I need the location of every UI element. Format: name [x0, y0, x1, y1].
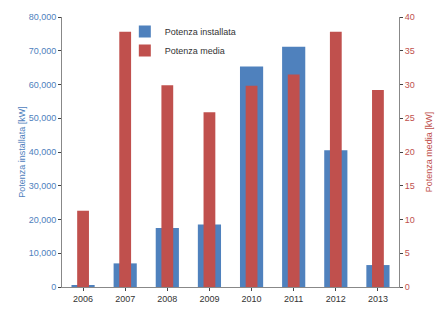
svg-text:2010: 2010: [242, 294, 262, 304]
svg-text:2011: 2011: [284, 294, 303, 304]
svg-text:0: 0: [405, 282, 410, 292]
svg-text:10: 10: [405, 215, 415, 225]
svg-text:2006: 2006: [73, 294, 93, 304]
svg-text:30,000: 30,000: [29, 181, 57, 191]
svg-text:0: 0: [51, 282, 56, 292]
svg-text:35: 35: [405, 46, 415, 56]
svg-text:2007: 2007: [115, 294, 135, 304]
svg-text:60,000: 60,000: [29, 80, 57, 90]
svg-text:20,000: 20,000: [29, 215, 57, 225]
svg-text:15: 15: [405, 181, 415, 191]
svg-text:80,000: 80,000: [29, 12, 57, 22]
svg-text:Potenza media: Potenza media: [165, 46, 225, 56]
svg-text:Potenza media [kW]: Potenza media [kW]: [424, 112, 434, 193]
svg-text:25: 25: [405, 113, 415, 123]
svg-text:Potenza installata [kW]: Potenza installata [kW]: [17, 106, 27, 198]
svg-text:2012: 2012: [326, 294, 346, 304]
svg-text:70,000: 70,000: [29, 46, 57, 56]
svg-text:2009: 2009: [199, 294, 219, 304]
svg-text:20: 20: [405, 147, 415, 157]
svg-text:10,000: 10,000: [29, 248, 57, 258]
svg-text:50,000: 50,000: [29, 113, 57, 123]
svg-text:2013: 2013: [368, 294, 388, 304]
svg-text:5: 5: [405, 248, 410, 258]
svg-text:30: 30: [405, 80, 415, 90]
svg-text:2008: 2008: [157, 294, 177, 304]
svg-text:Potenza installata: Potenza installata: [165, 27, 236, 37]
svg-text:40,000: 40,000: [29, 147, 57, 157]
svg-text:40: 40: [405, 12, 415, 22]
